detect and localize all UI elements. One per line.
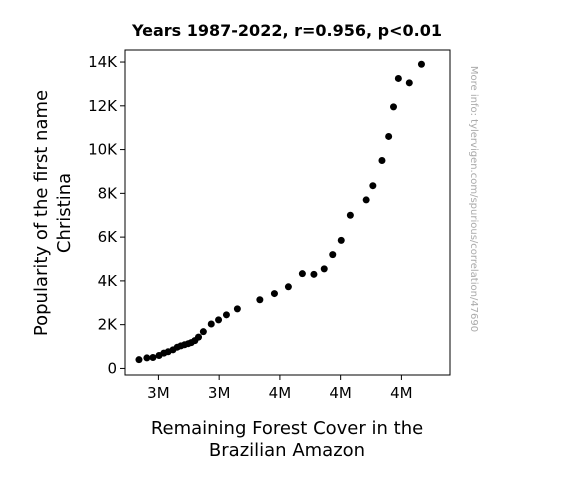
data-points: [135, 60, 425, 364]
data-point: [298, 270, 306, 278]
data-point: [337, 236, 345, 244]
x-axis-label: Remaining Forest Cover in the Brazilian …: [151, 418, 423, 461]
data-point: [329, 251, 337, 259]
data-point: [385, 132, 393, 140]
data-point: [270, 290, 278, 298]
data-point: [390, 103, 398, 111]
data-point: [284, 283, 292, 291]
y-tick-label: 12K: [88, 97, 118, 115]
y-tick-label: 14K: [88, 53, 118, 71]
data-point: [378, 157, 386, 165]
y-tick-label: 4K: [98, 272, 119, 290]
x-tick-label: 4M: [269, 384, 292, 402]
data-point: [417, 60, 425, 68]
plot-frame: [124, 49, 451, 376]
data-point: [405, 79, 413, 87]
data-point: [346, 211, 354, 219]
data-point: [233, 305, 241, 313]
x-axis-label-line-2: Brazilian Amazon: [209, 440, 365, 461]
data-point: [394, 74, 402, 82]
data-point: [149, 353, 157, 361]
x-axis-ticks: 3M 3M 4M 4M 4M: [147, 375, 413, 402]
data-point: [310, 270, 318, 278]
y-tick-label: 0: [107, 359, 117, 377]
chart-title: Years 1987-2022, r=0.956, p<0.01: [131, 21, 442, 40]
data-point: [369, 182, 377, 190]
data-point: [207, 320, 215, 328]
y-tick-label: 8K: [98, 184, 119, 202]
x-axis-label-line-1: Remaining Forest Cover in the: [151, 418, 423, 439]
data-point: [215, 316, 223, 324]
x-tick-label: 3M: [147, 384, 170, 402]
y-axis-ticks: 0 2K 4K 6K 8K 10K 12K 14K: [88, 53, 125, 377]
y-tick-label: 2K: [98, 316, 119, 334]
data-point: [135, 356, 143, 364]
x-tick-label: 3M: [208, 384, 231, 402]
y-tick-label: 6K: [98, 228, 119, 246]
data-point: [222, 311, 230, 319]
data-point: [195, 333, 203, 341]
data-point: [256, 296, 264, 304]
data-point: [362, 196, 370, 204]
data-point: [143, 354, 151, 362]
source-note: More info: tylervigen.com/spurious/corre…: [468, 66, 479, 332]
y-axis-label-line-1: Popularity of the first name: [31, 90, 52, 336]
y-axis-label: Popularity of the first name Christina: [31, 90, 75, 336]
y-axis-label-line-2: Christina: [54, 173, 75, 253]
data-point: [199, 328, 207, 336]
x-tick-label: 4M: [390, 384, 413, 402]
x-tick-label: 4M: [329, 384, 352, 402]
y-tick-label: 10K: [88, 141, 118, 159]
data-point: [320, 265, 328, 273]
